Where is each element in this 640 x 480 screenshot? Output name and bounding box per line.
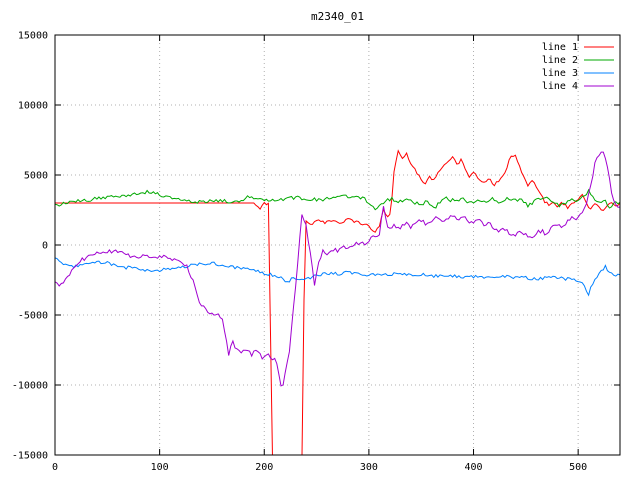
- y-tick-label: -10000: [12, 381, 48, 392]
- legend-label: line 2: [542, 55, 578, 66]
- legend-label: line 1: [542, 42, 578, 53]
- y-tick-label: -15000: [12, 451, 48, 462]
- series-1-line: [55, 149, 620, 455]
- y-tick-label: 0: [42, 241, 48, 252]
- chart-title: m2340_01: [311, 10, 364, 23]
- plot-border: [54, 34, 621, 456]
- legend-label: line 3: [542, 68, 578, 79]
- y-tick-label: 10000: [18, 101, 48, 112]
- x-tick-label: 100: [151, 462, 169, 473]
- legend-label: line 4: [542, 81, 578, 92]
- x-tick-label: 500: [569, 462, 587, 473]
- y-tick-label: -5000: [18, 311, 48, 322]
- x-tick-label: 400: [464, 462, 482, 473]
- series-2-line: [55, 188, 620, 211]
- y-tick-label: 5000: [24, 171, 48, 182]
- x-tick-label: 0: [52, 462, 58, 473]
- series-3-line: [55, 257, 620, 297]
- x-tick-label: 300: [360, 462, 378, 473]
- y-tick-label: 15000: [18, 31, 48, 42]
- series-4-line: [55, 151, 620, 387]
- x-tick-label: 200: [255, 462, 273, 473]
